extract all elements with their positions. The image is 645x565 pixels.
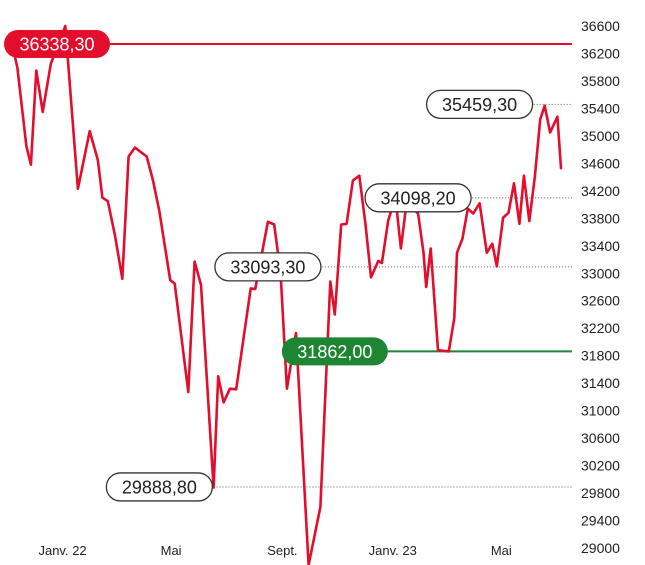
series-group xyxy=(9,24,563,565)
y-tick-label: 31800 xyxy=(581,348,620,364)
x-tick-label: Mai xyxy=(161,543,182,558)
value-label: 34098,20 xyxy=(364,183,472,213)
value-label-pill xyxy=(4,29,110,58)
value-label-pill xyxy=(364,183,472,213)
y-tick-label: 31400 xyxy=(581,375,620,391)
x-tick-label: Janv. 22 xyxy=(38,543,86,558)
y-tick-label: 35000 xyxy=(581,128,620,144)
x-axis: Janv. 22 Mai Sept. Janv. 23 Mai xyxy=(38,543,511,558)
x-tick-label: Janv. 23 xyxy=(369,543,417,558)
value-label: 31862,00 xyxy=(281,337,388,366)
y-tick-label: 29000 xyxy=(581,540,620,556)
value-label-text: 33093,30 xyxy=(230,257,305,277)
y-tick-label: 31000 xyxy=(581,403,620,419)
y-tick-label: 30600 xyxy=(581,430,620,446)
y-tick-label: 33400 xyxy=(581,238,620,254)
y-tick-label: 30200 xyxy=(581,458,620,474)
y-tick-label: 36200 xyxy=(581,45,620,61)
value-label-pill xyxy=(425,89,534,119)
y-tick-label: 29400 xyxy=(581,513,620,529)
x-tick-label: Mai xyxy=(491,543,512,558)
y-tick-label: 36600 xyxy=(581,18,620,34)
value-label-pill xyxy=(281,337,388,366)
series-line xyxy=(9,24,563,565)
x-tick-label: Sept. xyxy=(267,543,297,558)
value-label: 33093,30 xyxy=(214,252,322,282)
value-label-text: 31862,00 xyxy=(297,342,372,362)
value-label-pill xyxy=(214,252,322,282)
annotation-labels: 36338,30 35459,30 34098,20 33093,30 31862,00… xyxy=(4,29,534,502)
value-label-text: 36338,30 xyxy=(19,34,94,54)
value-label-pill xyxy=(105,472,214,502)
value-label-text: 35459,30 xyxy=(442,95,517,115)
y-tick-label: 32200 xyxy=(581,320,620,336)
value-label: 29888,80 xyxy=(105,472,214,502)
y-tick-label: 34200 xyxy=(581,183,620,199)
y-tick-label: 35400 xyxy=(581,100,620,116)
y-tick-label: 29800 xyxy=(581,485,620,501)
value-label-text: 34098,20 xyxy=(381,188,456,208)
value-label: 36338,30 xyxy=(4,29,110,58)
y-tick-label: 35800 xyxy=(581,73,620,89)
y-axis: 29000 29400 29800 30200 30600 31000 31400 31800… xyxy=(581,18,620,556)
value-label: 35459,30 xyxy=(425,89,534,119)
y-tick-label: 33800 xyxy=(581,210,620,226)
y-tick-label: 33000 xyxy=(581,265,620,281)
y-tick-label: 34600 xyxy=(581,155,620,171)
value-label-text: 29888,80 xyxy=(122,477,197,497)
y-tick-label: 32600 xyxy=(581,293,620,309)
